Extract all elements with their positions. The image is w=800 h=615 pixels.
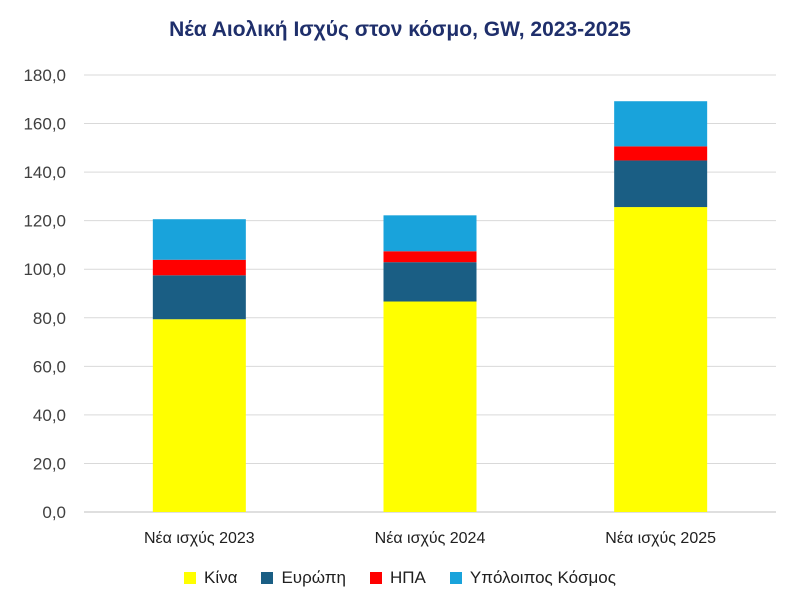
legend-swatch	[370, 572, 382, 584]
legend-label: Υπόλοιπος Κόσμος	[469, 568, 616, 587]
bar-segment	[383, 215, 477, 252]
legend-label: ΗΠΑ	[390, 568, 426, 587]
bar-segment	[383, 262, 477, 302]
y-tick-label: 80,0	[33, 309, 66, 328]
legend-item: Κίνα	[184, 568, 237, 588]
bar-segment	[614, 207, 708, 512]
chart-title: Νέα Αιολική Ισχύς στον κόσμο, GW, 2023-2…	[169, 18, 631, 41]
x-category-label: Νέα ισχύς 2023	[144, 530, 255, 547]
y-tick-label: 40,0	[33, 406, 66, 425]
legend-label: Ευρώπη	[281, 568, 346, 587]
legend-swatch	[449, 572, 462, 584]
legend-item: Ευρώπη	[261, 568, 346, 588]
legend-item: Υπόλοιπος Κόσμος	[449, 568, 616, 588]
legend-label: Κίνα	[204, 568, 238, 587]
y-tick-label: 100,0	[23, 260, 66, 279]
bar-segment	[152, 219, 246, 260]
legend-swatch	[184, 572, 197, 584]
y-tick-label: 120,0	[23, 212, 66, 231]
bar-segment	[152, 319, 246, 512]
bar-segment	[614, 160, 708, 208]
y-tick-label: 140,0	[23, 163, 66, 182]
bar-segment	[614, 101, 708, 147]
bar-segment	[383, 251, 477, 263]
bar-segment	[383, 301, 477, 512]
y-tick-label: 160,0	[23, 115, 66, 134]
y-tick-label: 20,0	[33, 454, 66, 473]
bar-segment	[614, 146, 708, 161]
bar-segment	[152, 259, 246, 276]
legend-swatch	[261, 572, 274, 584]
legend-item: ΗΠΑ	[370, 568, 426, 588]
x-category-label: Νέα ισχύς 2024	[375, 530, 486, 547]
chart-legend: Κίνα Ευρώπη ΗΠΑ Υπόλοιπος Κόσμος	[0, 568, 800, 588]
y-tick-label: 60,0	[33, 357, 66, 376]
y-tick-label: 0,0	[42, 503, 66, 522]
y-tick-label: 180,0	[23, 66, 66, 85]
bar-segment	[152, 275, 246, 320]
x-category-label: Νέα ισχύς 2025	[605, 530, 716, 547]
